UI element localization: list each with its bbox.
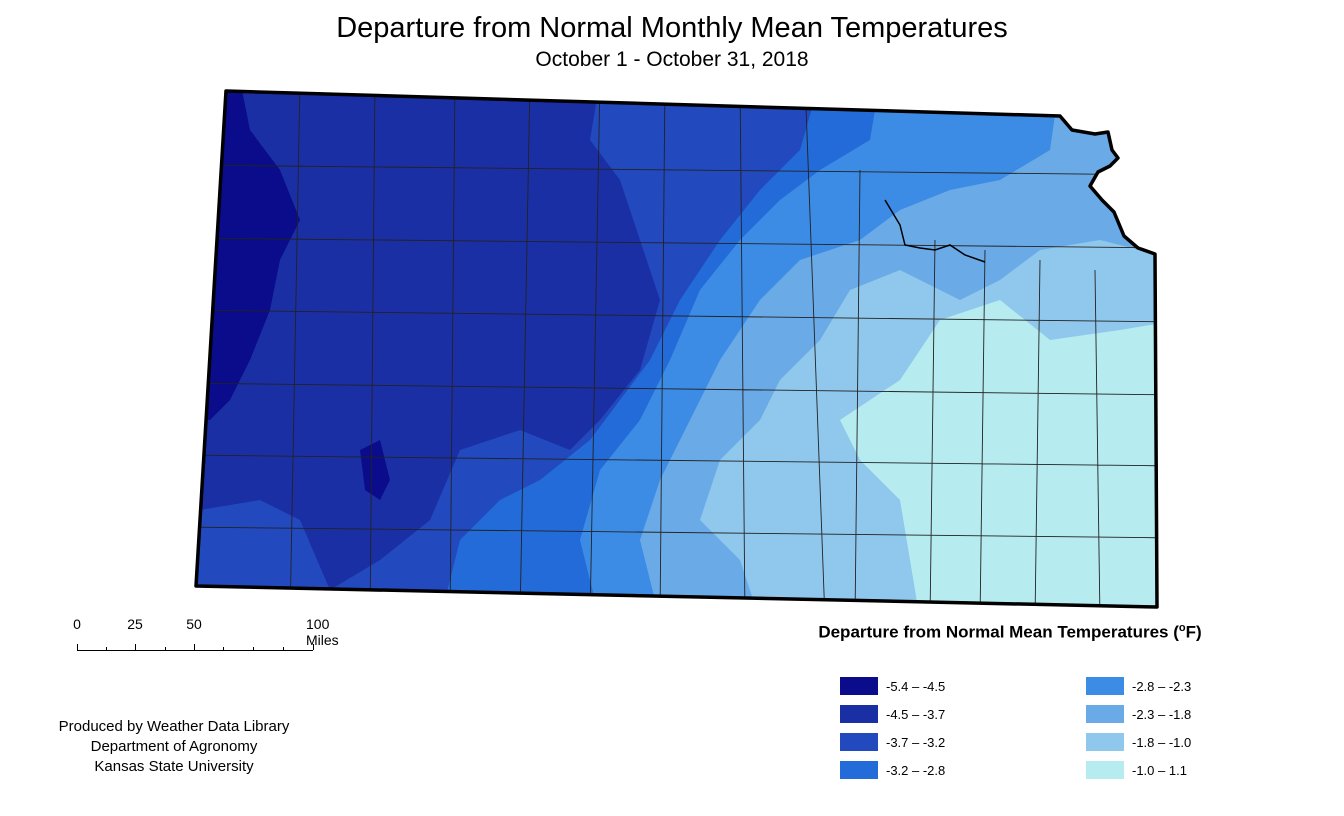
scale-tick xyxy=(77,644,78,650)
scale-line xyxy=(77,650,313,651)
legend-swatch xyxy=(840,677,878,695)
legend-item: -3.7 – -3.2 xyxy=(840,733,1040,761)
credits-line: Department of Agronomy xyxy=(90,738,258,755)
legend-title: Departure from Normal Mean Temperatures … xyxy=(760,622,1260,643)
legend-swatch xyxy=(1086,733,1124,751)
legend-swatch xyxy=(1086,677,1124,695)
legend-label: -2.3 – -1.8 xyxy=(1132,707,1192,722)
credits-line: Kansas State University xyxy=(94,758,254,775)
legend-item: -3.2 – -2.8 xyxy=(840,761,1040,789)
legend-item: -1.0 – 1.1 xyxy=(1086,761,1286,789)
scale-tick xyxy=(106,647,107,650)
legend-item: -4.5 – -3.7 xyxy=(840,705,1040,733)
legend-item: -5.4 – -4.5 xyxy=(840,677,1040,705)
legend-label: -5.4 – -4.5 xyxy=(886,679,946,694)
legend-item: -2.3 – -1.8 xyxy=(1086,705,1286,733)
legend-label: -4.5 – -3.7 xyxy=(886,707,946,722)
legend-swatch xyxy=(840,705,878,723)
scale-label-25: 25 xyxy=(127,616,143,632)
legend-item: -1.8 – -1.0 xyxy=(1086,733,1286,761)
legend-title-text: Departure from Normal Mean Temperatures … xyxy=(818,622,1179,642)
legend-swatch xyxy=(840,761,878,779)
county-grid xyxy=(196,91,1157,607)
scale-tick xyxy=(194,644,195,650)
map-title: Departure from Normal Monthly Mean Tempe… xyxy=(336,12,1008,44)
scale-bar: 0 25 50 100 Miles xyxy=(70,616,390,656)
scale-label-100: 100 Miles xyxy=(306,616,339,648)
map-subtitle: October 1 - October 31, 2018 xyxy=(535,48,809,71)
legend-label: -1.8 – -1.0 xyxy=(1132,735,1192,750)
zone-8b xyxy=(360,440,390,500)
legend-label: -1.0 – 1.1 xyxy=(1132,763,1187,778)
legend-swatch xyxy=(1086,761,1124,779)
scale-label-0: 0 xyxy=(73,616,81,632)
degree-symbol: o xyxy=(1178,622,1186,634)
legend-column-right: -2.8 – -2.3 -2.3 – -1.8 -1.8 – -1.0 -1.0… xyxy=(1086,677,1286,789)
state-border xyxy=(194,89,1159,609)
legend-item: -2.8 – -2.3 xyxy=(1086,677,1286,705)
credits-line: Produced by Weather Data Library xyxy=(58,718,290,735)
scale-tick xyxy=(165,647,166,650)
scale-tick xyxy=(253,647,254,650)
legend-column-left: -5.4 – -4.5 -4.5 – -3.7 -3.7 – -3.2 -3.2… xyxy=(840,677,1040,789)
legend-label: -3.7 – -3.2 xyxy=(886,735,946,750)
county-lines xyxy=(196,91,1157,607)
scale-tick xyxy=(135,644,136,650)
legend-label: -2.8 – -2.3 xyxy=(1132,679,1192,694)
scale-tick xyxy=(313,644,314,650)
legend-swatch xyxy=(840,733,878,751)
legend-label: -3.2 – -2.8 xyxy=(886,763,946,778)
scale-tick xyxy=(223,647,224,650)
scale-label-50: 50 xyxy=(186,616,202,632)
zone-7 xyxy=(196,91,660,590)
scale-tick xyxy=(283,647,284,650)
temperature-zones xyxy=(196,91,1157,607)
legend-title-unit: F) xyxy=(1185,622,1202,642)
credits: Produced by Weather Data Library Departm… xyxy=(24,717,324,777)
legend-swatch xyxy=(1086,705,1124,723)
kansas-river xyxy=(884,199,986,263)
